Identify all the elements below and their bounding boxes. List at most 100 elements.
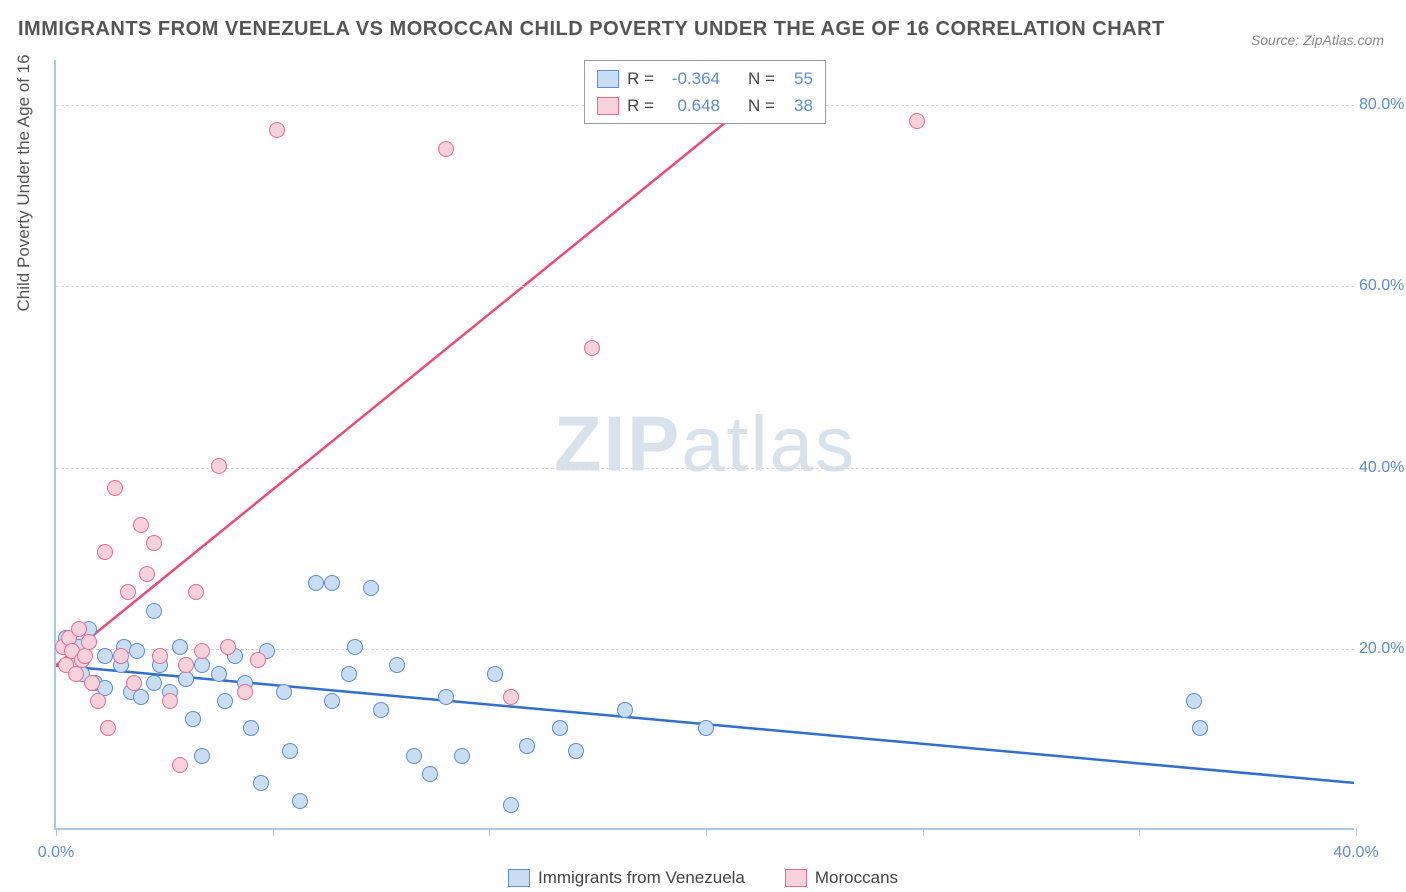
x-tick — [56, 828, 57, 836]
y-axis-label: Child Poverty Under the Age of 16 — [14, 54, 34, 311]
data-point — [438, 689, 454, 705]
legend-label: Immigrants from Venezuela — [538, 868, 745, 888]
chart-title: IMMIGRANTS FROM VENEZUELA VS MOROCCAN CH… — [18, 18, 1165, 41]
data-point — [584, 340, 600, 356]
data-point — [487, 666, 503, 682]
data-point — [250, 652, 266, 668]
data-point — [139, 566, 155, 582]
y-tick-label: 40.0% — [1359, 459, 1406, 477]
data-point — [269, 122, 285, 138]
x-tick-label: 40.0% — [1333, 844, 1378, 862]
x-tick — [923, 828, 924, 836]
r-value: 0.648 — [662, 92, 720, 119]
data-point — [100, 720, 116, 736]
data-point — [84, 675, 100, 691]
data-point — [324, 693, 340, 709]
x-tick — [489, 828, 490, 836]
data-point — [178, 657, 194, 673]
data-point — [126, 675, 142, 691]
data-point — [113, 648, 129, 664]
data-point — [438, 141, 454, 157]
data-point — [243, 720, 259, 736]
data-point — [519, 738, 535, 754]
legend-item: Immigrants from Venezuela — [508, 868, 745, 888]
data-point — [341, 666, 357, 682]
data-point — [146, 675, 162, 691]
data-point — [282, 743, 298, 759]
n-label: N = — [748, 65, 775, 92]
y-tick-label: 60.0% — [1359, 277, 1406, 295]
data-point — [217, 693, 233, 709]
data-point — [211, 666, 227, 682]
data-point — [129, 643, 145, 659]
data-point — [698, 720, 714, 736]
x-tick — [1356, 828, 1357, 836]
correlation-legend: R = -0.364 N = 55R = 0.648 N = 38 — [584, 60, 826, 124]
data-point — [276, 684, 292, 700]
data-point — [81, 634, 97, 650]
data-point — [347, 639, 363, 655]
y-tick-label: 20.0% — [1359, 640, 1406, 658]
source-attribution: Source: ZipAtlas.com — [1251, 32, 1384, 48]
data-point — [172, 757, 188, 773]
data-point — [146, 603, 162, 619]
gridline — [56, 286, 1354, 287]
data-point — [552, 720, 568, 736]
chart-svg-layer — [56, 60, 1354, 828]
data-point — [211, 458, 227, 474]
data-point — [1192, 720, 1208, 736]
y-tick-label: 80.0% — [1359, 96, 1406, 114]
gridline — [56, 468, 1354, 469]
data-point — [133, 517, 149, 533]
data-point — [422, 766, 438, 782]
data-point — [617, 702, 633, 718]
data-point — [253, 775, 269, 791]
x-tick — [273, 828, 274, 836]
series-legend: Immigrants from Venezuela Moroccans — [508, 868, 898, 888]
legend-item: Moroccans — [785, 868, 898, 888]
n-value: 55 — [783, 65, 813, 92]
data-point — [406, 748, 422, 764]
data-point — [120, 584, 136, 600]
data-point — [188, 584, 204, 600]
data-point — [194, 643, 210, 659]
watermark-rest: atlas — [681, 400, 856, 488]
legend-swatch — [508, 869, 530, 887]
data-point — [194, 748, 210, 764]
n-label: N = — [748, 92, 775, 119]
legend-label: Moroccans — [815, 868, 898, 888]
data-point — [90, 693, 106, 709]
data-point — [373, 702, 389, 718]
legend-row: R =0.648N =38 — [597, 92, 813, 119]
data-point — [909, 113, 925, 129]
x-tick-label: 0.0% — [38, 844, 74, 862]
data-point — [292, 793, 308, 809]
data-point — [308, 575, 324, 591]
data-point — [503, 689, 519, 705]
data-point — [568, 743, 584, 759]
data-point — [503, 797, 519, 813]
gridline — [56, 649, 1354, 650]
data-point — [172, 639, 188, 655]
data-point — [97, 648, 113, 664]
watermark-bold: ZIP — [554, 400, 681, 488]
n-value: 38 — [783, 92, 813, 119]
legend-swatch — [785, 869, 807, 887]
data-point — [107, 480, 123, 496]
data-point — [389, 657, 405, 673]
trend-line — [56, 60, 802, 665]
data-point — [454, 748, 470, 764]
data-point — [162, 693, 178, 709]
data-point — [220, 639, 236, 655]
r-label: R = — [627, 65, 654, 92]
data-point — [146, 535, 162, 551]
watermark: ZIPatlas — [554, 399, 856, 490]
data-point — [185, 711, 201, 727]
data-point — [324, 575, 340, 591]
data-point — [152, 648, 168, 664]
legend-row: R = -0.364 N = 55 — [597, 65, 813, 92]
r-value: -0.364 — [662, 65, 720, 92]
data-point — [97, 544, 113, 560]
legend-swatch — [597, 70, 619, 88]
data-point — [133, 689, 149, 705]
